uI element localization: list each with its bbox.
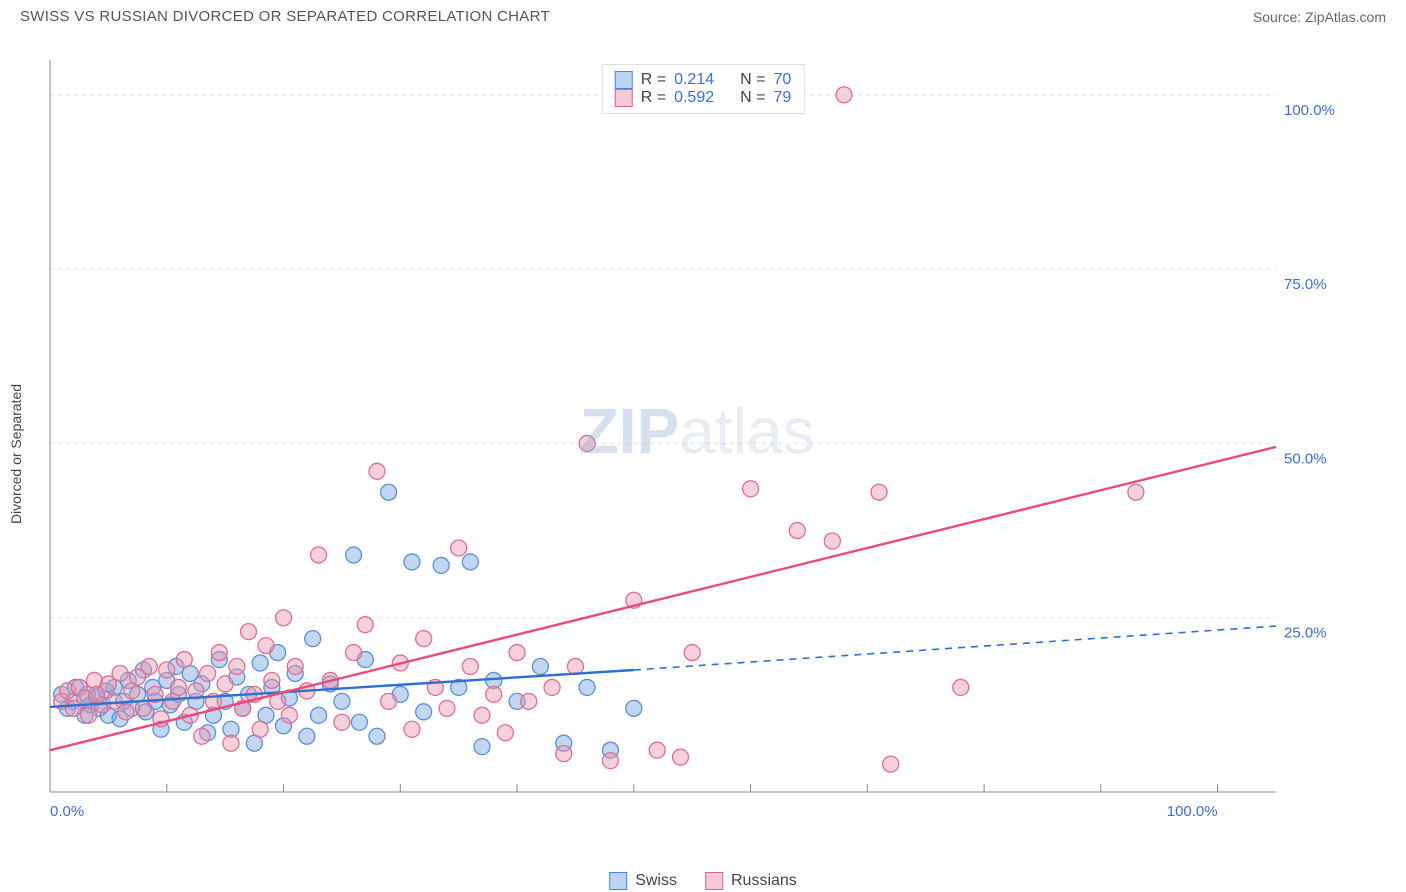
chart-area: ZIPatlas 25.0%50.0%75.0%100.0%0.0%100.0% <box>48 60 1346 832</box>
legend-item: Swiss <box>609 872 677 890</box>
svg-text:75.0%: 75.0% <box>1284 276 1327 293</box>
y-axis-label: Divorced or Separated <box>8 384 24 524</box>
legend-row: R =0.592N =79 <box>615 89 792 107</box>
legend-item: Russians <box>705 872 797 890</box>
svg-text:25.0%: 25.0% <box>1284 625 1327 642</box>
svg-text:0.0%: 0.0% <box>50 803 84 820</box>
legend-swatch <box>609 872 627 890</box>
legend-row: R =0.214N =70 <box>615 71 792 89</box>
svg-text:100.0%: 100.0% <box>1284 102 1335 119</box>
legend-correlation: R =0.214N =70R =0.592N =79 <box>602 64 805 114</box>
legend-swatch <box>615 89 633 107</box>
legend-swatch <box>615 71 633 89</box>
svg-text:100.0%: 100.0% <box>1167 803 1218 820</box>
source-label: Source: ZipAtlas.com <box>1253 9 1386 25</box>
legend-series: Swiss Russians <box>609 872 797 890</box>
chart-title: SWISS VS RUSSIAN DIVORCED OR SEPARATED C… <box>20 8 550 25</box>
scatter-chart: 25.0% 50.0% 75.0% 100.0% 0.0% 100.0% <box>48 60 1346 832</box>
legend-swatch <box>705 872 723 890</box>
svg-text:50.0%: 50.0% <box>1284 450 1327 467</box>
